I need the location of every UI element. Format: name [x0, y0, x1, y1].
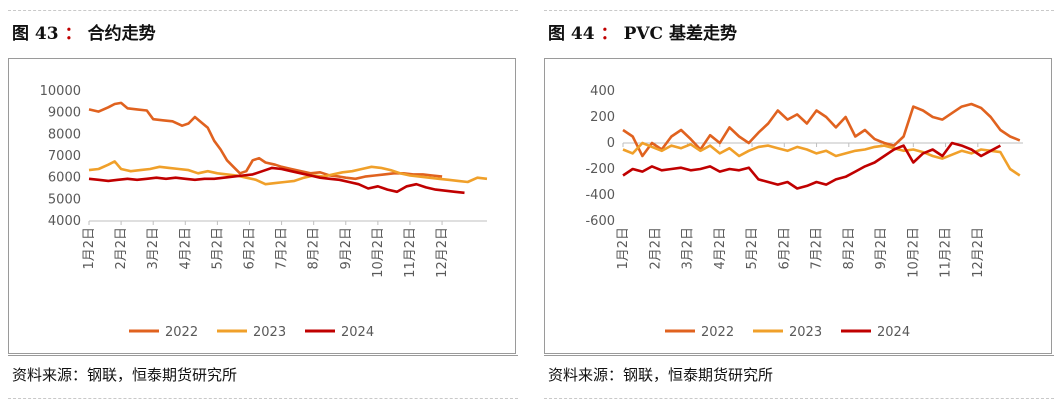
x-tick-label: 5月2日	[745, 227, 760, 270]
figure-header: 图 43：合约走势	[8, 10, 518, 57]
y-tick-label: 10000	[40, 84, 81, 99]
x-tick-label: 11月2日	[403, 227, 418, 278]
figure-title-text: 合约走势	[87, 24, 156, 44]
figure-title-text: PVC 基差走势	[623, 24, 737, 44]
y-tick-label: 0	[607, 136, 615, 151]
x-tick-label: 9月2日	[874, 227, 889, 270]
source-note: 资料来源：钢联，恒泰期货研究所	[8, 355, 518, 399]
series-line-2024	[622, 141, 1002, 190]
series-line-2022	[88, 101, 443, 181]
y-tick-label: 200	[590, 110, 615, 125]
x-tick-label: 1月2日	[82, 227, 97, 270]
x-tick-label: 3月2日	[681, 227, 696, 270]
title-colon: ：	[600, 24, 618, 44]
x-tick-label: 10月2日	[906, 227, 921, 278]
x-tick-label: 1月2日	[616, 227, 631, 270]
source-text: 资料来源：钢联，恒泰期货研究所	[12, 366, 238, 384]
source-text: 资料来源：钢联，恒泰期货研究所	[548, 366, 774, 384]
legend-label-2022: 2022	[165, 325, 198, 340]
y-tick-label: 9000	[48, 106, 81, 121]
series-line-2024	[88, 166, 465, 195]
x-tick-label: 8月2日	[307, 227, 322, 270]
series-line-2023	[88, 160, 488, 186]
x-tick-label: 6月2日	[777, 227, 792, 270]
x-tick-label: 4月2日	[178, 227, 193, 270]
y-tick-label: 8000	[48, 127, 81, 142]
x-tick-label: 9月2日	[339, 227, 354, 270]
y-tick-label: 4000	[48, 214, 81, 229]
figure-title: 图 43：合约走势	[12, 19, 156, 44]
legend-label-2023: 2023	[789, 325, 822, 340]
x-tick-label: 11月2日	[939, 227, 954, 278]
legend-label-2024: 2024	[341, 325, 374, 340]
x-tick-label: 12月2日	[435, 227, 450, 278]
series-line-2022	[622, 102, 1021, 158]
x-tick-label: 10月2日	[371, 227, 386, 278]
legend-label-2023: 2023	[253, 325, 286, 340]
chart-frame: 10000 9000 8000 7000 6000 5000 4000 1月2日 2月2日 3月2…	[8, 58, 516, 354]
chart-frame: 400 200 0 -200 -400 -600 1月2日 2月2日 3月2日 4月2日 5月2日 6…	[544, 58, 1052, 354]
figure-label: 图 43	[12, 24, 59, 44]
panel-right: 图 44： PVC 基差走势 400 200 0 -200 -400 -600 1月2日 2月2…	[536, 0, 1054, 406]
y-tick-label: 400	[590, 84, 615, 99]
y-tick-label: -200	[585, 162, 615, 177]
legend-label-2022: 2022	[701, 325, 734, 340]
figure-title: 图 44： PVC 基差走势	[548, 19, 737, 44]
x-tick-label: 12月2日	[971, 227, 986, 278]
x-tick-label: 6月2日	[242, 227, 257, 270]
x-tick-label: 7月2日	[810, 227, 825, 270]
y-tick-label: -600	[585, 214, 615, 229]
x-tick-label: 8月2日	[842, 227, 857, 270]
y-tick-label: 6000	[48, 171, 81, 186]
title-colon: ：	[64, 24, 82, 44]
source-note: 资料来源：钢联，恒泰期货研究所	[544, 355, 1054, 399]
x-tick-label: 7月2日	[275, 227, 290, 270]
x-tick-label: 2月2日	[114, 227, 129, 270]
figure-header: 图 44： PVC 基差走势	[544, 10, 1054, 57]
y-tick-label: 5000	[48, 192, 81, 207]
x-tick-label: 3月2日	[146, 227, 161, 270]
y-tick-label: -400	[585, 188, 615, 203]
y-tick-label: 7000	[48, 149, 81, 164]
panel-left: 图 43：合约走势 10000 9000 8000 7000 6000 5000 4000 1…	[0, 0, 518, 406]
figure-label: 图 44	[548, 24, 595, 44]
legend-label-2024: 2024	[877, 325, 910, 340]
series-line-2023	[622, 141, 1021, 177]
x-tick-label: 2月2日	[648, 227, 663, 270]
x-tick-label: 5月2日	[210, 227, 225, 270]
x-tick-label: 4月2日	[713, 227, 728, 270]
